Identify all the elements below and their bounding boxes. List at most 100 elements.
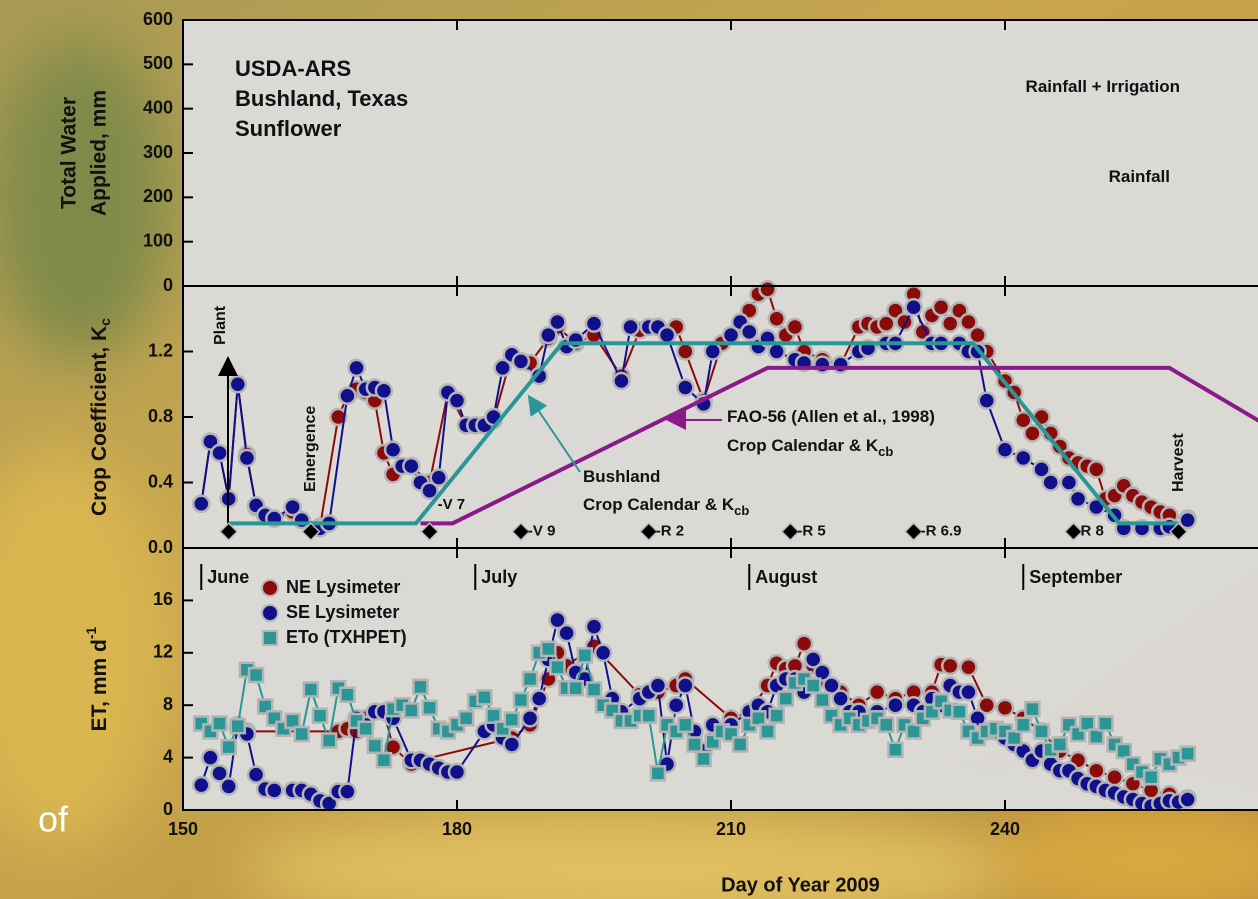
marker: [377, 753, 391, 767]
marker: [568, 332, 584, 348]
marker: [504, 737, 520, 753]
marker: [869, 684, 885, 700]
marker: [193, 777, 209, 793]
annotation-text: Rainfall + Irrigation: [1026, 77, 1180, 96]
marker: [760, 281, 776, 297]
annotation-sub: cb: [734, 503, 749, 518]
stage-label: R 8: [1081, 523, 1104, 540]
y-axis-label: Applied, mm: [88, 90, 111, 216]
marker: [322, 734, 336, 748]
y-tick-label: 16: [153, 589, 173, 609]
month-label: June: [207, 567, 249, 587]
annotation: Rainfall + Irrigation: [1026, 77, 1180, 96]
annotation-text: Bushland: [583, 467, 660, 486]
marker: [1181, 747, 1195, 761]
x-tick-label: 180: [442, 819, 472, 839]
marker: [239, 450, 255, 466]
marker: [559, 625, 575, 641]
marker: [970, 327, 986, 343]
x-tick-label: 150: [168, 819, 198, 839]
y-tick-label: 4: [163, 746, 173, 766]
marker: [1043, 475, 1059, 491]
y-axis-label-text: Crop Coefficient, K: [88, 326, 111, 516]
annotation-text: Sunflower: [235, 116, 342, 141]
marker: [349, 360, 365, 376]
y-tick-label: 400: [143, 97, 173, 117]
marker: [979, 393, 995, 409]
stage-label: -R 2: [656, 523, 684, 540]
marker: [313, 709, 327, 723]
marker: [761, 724, 775, 738]
marker: [623, 319, 639, 335]
marker: [531, 691, 547, 707]
annotation: Rainfall: [1109, 167, 1170, 186]
marker: [368, 739, 382, 753]
marker: [449, 764, 465, 780]
stage-label: -R 6.9: [921, 523, 962, 540]
marker: [678, 718, 692, 732]
marker: [1024, 425, 1040, 441]
marker: [779, 692, 793, 706]
marker: [815, 693, 829, 707]
marker: [376, 383, 392, 399]
chart: of 0100200300400500600Total WaterApplied…: [0, 0, 1258, 899]
marker: [578, 648, 592, 662]
annotation-text: FAO-56 (Allen et al., 1998): [727, 407, 935, 426]
y-tick-label: 300: [143, 142, 173, 162]
y-tick-label: 8: [163, 694, 173, 714]
marker: [202, 750, 218, 766]
marker: [1016, 718, 1030, 732]
marker: [266, 782, 282, 798]
y-axis-label: ET, mm d-1: [83, 626, 111, 731]
marker: [933, 299, 949, 315]
marker: [697, 752, 711, 766]
marker: [677, 678, 693, 694]
marker: [295, 727, 309, 741]
legend-marker: [262, 580, 278, 596]
marker: [733, 738, 747, 752]
annotation-text: Crop Calendar & K: [727, 436, 879, 455]
marker: [1180, 792, 1196, 808]
x-tick-label: 210: [716, 819, 746, 839]
legend-label: NE Lysimeter: [286, 577, 400, 597]
marker: [248, 767, 264, 783]
y-tick-label: 0: [163, 275, 173, 295]
marker: [586, 316, 602, 332]
annotation: Bushland: [583, 467, 660, 486]
marker: [231, 719, 245, 733]
annotation-text: USDA-ARS: [235, 56, 351, 81]
marker: [221, 778, 237, 794]
x-tick-label: 240: [990, 819, 1020, 839]
marker: [887, 697, 903, 713]
y-axis-label-text: ET, mm d: [88, 639, 111, 731]
legend-label: ETo (TXHPET): [286, 627, 407, 647]
marker: [770, 709, 784, 723]
y-axis-label-sub: c: [97, 318, 113, 326]
y-tick-label: 1.2: [148, 340, 173, 360]
marker: [960, 659, 976, 675]
marker: [642, 709, 656, 723]
stage-label: Emergence: [302, 406, 319, 492]
marker: [879, 718, 893, 732]
annotation: Sunflower: [235, 116, 342, 141]
marker: [650, 678, 666, 694]
marker: [659, 327, 675, 343]
marker: [769, 344, 785, 360]
marker: [222, 740, 236, 754]
annotation: USDA-ARS: [235, 56, 351, 81]
marker: [769, 311, 785, 327]
legend-marker: [263, 631, 277, 645]
marker: [613, 373, 629, 389]
marker: [550, 660, 564, 674]
annotation-text: Bushland, Texas: [235, 86, 408, 111]
y-axis-label-sup: -1: [83, 626, 99, 639]
marker: [1015, 450, 1031, 466]
marker: [906, 299, 922, 315]
marker: [569, 681, 583, 695]
marker: [340, 688, 354, 702]
marker: [459, 711, 473, 725]
marker: [586, 619, 602, 635]
marker: [404, 703, 418, 717]
marker: [1061, 475, 1077, 491]
marker: [449, 393, 465, 409]
